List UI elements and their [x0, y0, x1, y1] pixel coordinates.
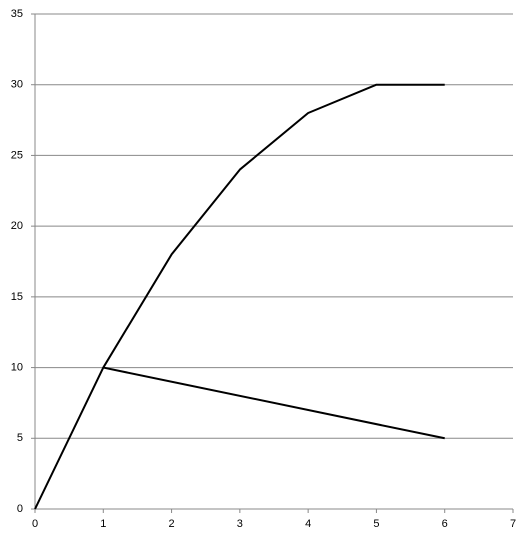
x-tick-label: 0	[32, 518, 38, 530]
x-tick-label: 6	[442, 518, 448, 530]
y-tick-label: 25	[11, 149, 23, 161]
y-tick-label: 5	[17, 432, 23, 444]
x-tick-label: 2	[169, 518, 175, 530]
y-tick-label: 0	[17, 503, 23, 515]
y-tick-label: 35	[11, 8, 23, 20]
y-tick-label: 30	[11, 79, 23, 91]
x-tick-label: 5	[373, 518, 379, 530]
x-tick-label: 3	[237, 518, 243, 530]
line-series	[103, 366, 445, 440]
y-tick-label: 20	[11, 220, 23, 232]
y-tick-label: 15	[11, 291, 23, 303]
x-tick-label: 7	[510, 518, 516, 530]
y-tick-label: 10	[11, 361, 23, 373]
x-tick-label: 4	[305, 518, 311, 530]
x-tick-label: 1	[100, 518, 106, 530]
